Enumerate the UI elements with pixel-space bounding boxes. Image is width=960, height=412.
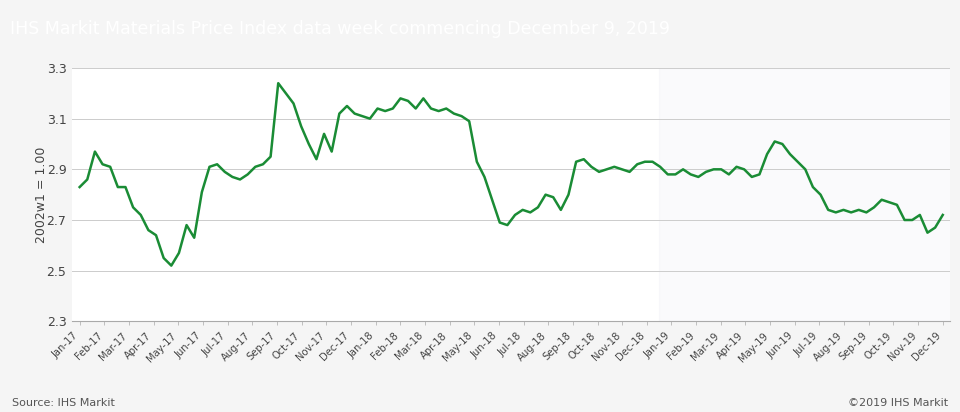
Text: Source: IHS Markit: Source: IHS Markit [12, 398, 114, 408]
Y-axis label: 2002w1 = 1.00: 2002w1 = 1.00 [35, 147, 47, 243]
Text: IHS Markit Materials Price Index data week commencing December 9, 2019: IHS Markit Materials Price Index data we… [10, 21, 670, 38]
Bar [660, 68, 955, 321]
Text: ©2019 IHS Markit: ©2019 IHS Markit [849, 398, 948, 408]
